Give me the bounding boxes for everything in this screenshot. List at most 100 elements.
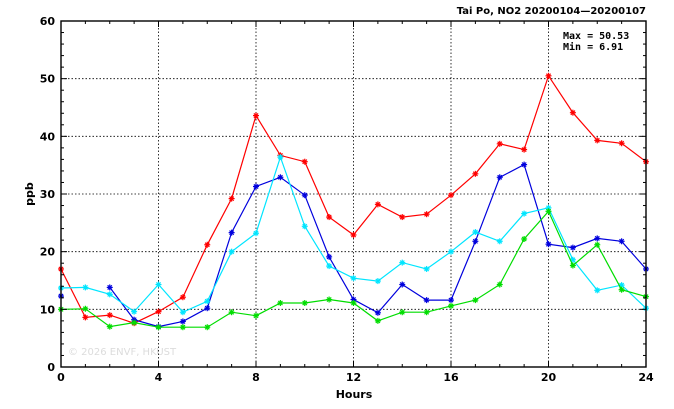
- data-point: [179, 324, 186, 331]
- x-tick-label: 12: [346, 371, 361, 384]
- data-point: [374, 278, 381, 285]
- data-point: [106, 291, 113, 298]
- data-point: [594, 235, 601, 242]
- data-point: [301, 192, 308, 199]
- data-point: [253, 312, 259, 319]
- data-point: [521, 210, 528, 217]
- data-point: [496, 174, 503, 181]
- data-point: [228, 309, 235, 316]
- data-point: [228, 195, 235, 202]
- x-tick-label: 24: [638, 371, 654, 384]
- data-point: [545, 208, 552, 215]
- data-point: [569, 262, 576, 269]
- chart-title: Tai Po, NO2 20200104—20200107: [457, 6, 646, 17]
- series-line: [109, 163, 647, 328]
- data-point: [131, 319, 138, 326]
- data-point: [569, 109, 576, 116]
- data-point: [569, 244, 576, 251]
- data-point: [399, 281, 406, 288]
- data-point: [618, 238, 625, 245]
- data-point: [155, 308, 162, 315]
- data-point: [228, 248, 235, 255]
- x-tick-label: 16: [443, 371, 459, 384]
- data-point: [106, 312, 113, 319]
- data-point: [374, 201, 381, 208]
- data-point: [253, 183, 259, 190]
- series-layer: [58, 72, 649, 331]
- data-point: [301, 299, 308, 306]
- data-point: [496, 281, 503, 288]
- data-point: [350, 275, 357, 282]
- data-point: [521, 235, 528, 242]
- y-tick-label: 30: [40, 188, 56, 201]
- y-tick-label: 20: [40, 246, 56, 259]
- data-point: [326, 263, 333, 270]
- max-label: Max = 50.53: [563, 31, 629, 42]
- data-point: [350, 299, 357, 306]
- data-point: [228, 229, 235, 236]
- y-tick-label: 60: [40, 15, 56, 28]
- data-point: [448, 248, 454, 255]
- x-tick-label: 4: [155, 371, 163, 384]
- data-point: [253, 230, 259, 237]
- min-label: Min = 6.91: [563, 41, 623, 53]
- data-point: [423, 309, 430, 316]
- data-point: [594, 241, 601, 248]
- data-point: [618, 140, 625, 147]
- data-point: [594, 287, 601, 294]
- x-axis-title: Hours: [336, 388, 373, 401]
- data-point: [204, 298, 211, 305]
- data-point: [179, 294, 186, 301]
- x-tick-label: 0: [57, 371, 65, 384]
- data-point: [204, 305, 211, 312]
- data-point: [448, 302, 454, 309]
- data-point: [204, 324, 211, 331]
- data-point: [106, 284, 113, 291]
- data-point: [374, 317, 381, 324]
- x-tick-label: 8: [252, 371, 260, 384]
- data-point: [545, 241, 552, 248]
- data-point: [82, 314, 89, 321]
- data-point: [82, 284, 89, 291]
- data-point: [594, 137, 601, 144]
- data-point: [448, 192, 454, 199]
- data-point: [106, 323, 113, 330]
- gridlines: [61, 21, 646, 367]
- data-point: [301, 223, 308, 230]
- x-tick-label: 20: [541, 371, 557, 384]
- data-point: [496, 140, 503, 147]
- data-point: [472, 229, 479, 236]
- data-point: [472, 170, 479, 177]
- data-point: [350, 231, 357, 238]
- series-4: [58, 208, 649, 331]
- y-axis-title: ppb: [23, 182, 36, 206]
- data-point: [301, 158, 308, 165]
- data-point: [277, 174, 284, 181]
- y-tick-label: 10: [40, 303, 56, 316]
- data-point: [472, 238, 479, 245]
- data-point: [204, 241, 211, 248]
- series-3: [58, 154, 649, 316]
- data-point: [618, 286, 625, 293]
- y-tick-label: 0: [47, 361, 55, 374]
- data-point: [521, 146, 528, 153]
- axis-ticks: 0 4 8 12 16 20 24 0 10 20 30 40 50 60: [40, 15, 654, 384]
- data-point: [326, 214, 333, 221]
- data-point: [423, 297, 430, 304]
- data-point: [277, 299, 284, 306]
- data-point: [496, 238, 503, 245]
- data-point: [399, 259, 406, 266]
- data-point: [277, 154, 284, 161]
- data-point: [131, 308, 138, 315]
- data-point: [155, 281, 162, 288]
- series-1: [58, 72, 649, 327]
- data-point: [423, 211, 430, 218]
- data-point: [423, 265, 430, 272]
- data-point: [399, 309, 406, 316]
- data-point: [179, 318, 186, 325]
- data-point: [326, 296, 333, 303]
- y-tick-label: 40: [40, 130, 56, 143]
- data-point: [82, 305, 89, 312]
- data-point: [326, 253, 333, 260]
